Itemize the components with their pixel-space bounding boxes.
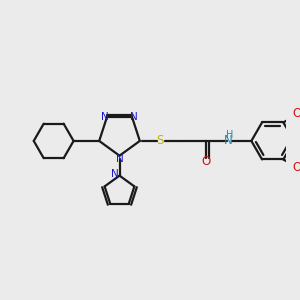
Text: H: H [226, 130, 234, 140]
Text: N: N [101, 112, 109, 122]
Text: N: N [224, 134, 233, 147]
Text: O: O [201, 155, 211, 168]
Text: O: O [292, 107, 300, 120]
Text: O: O [292, 161, 300, 175]
Text: N: N [130, 112, 138, 122]
Text: N: N [111, 169, 119, 179]
Text: N: N [116, 154, 123, 164]
Text: S: S [157, 134, 164, 147]
